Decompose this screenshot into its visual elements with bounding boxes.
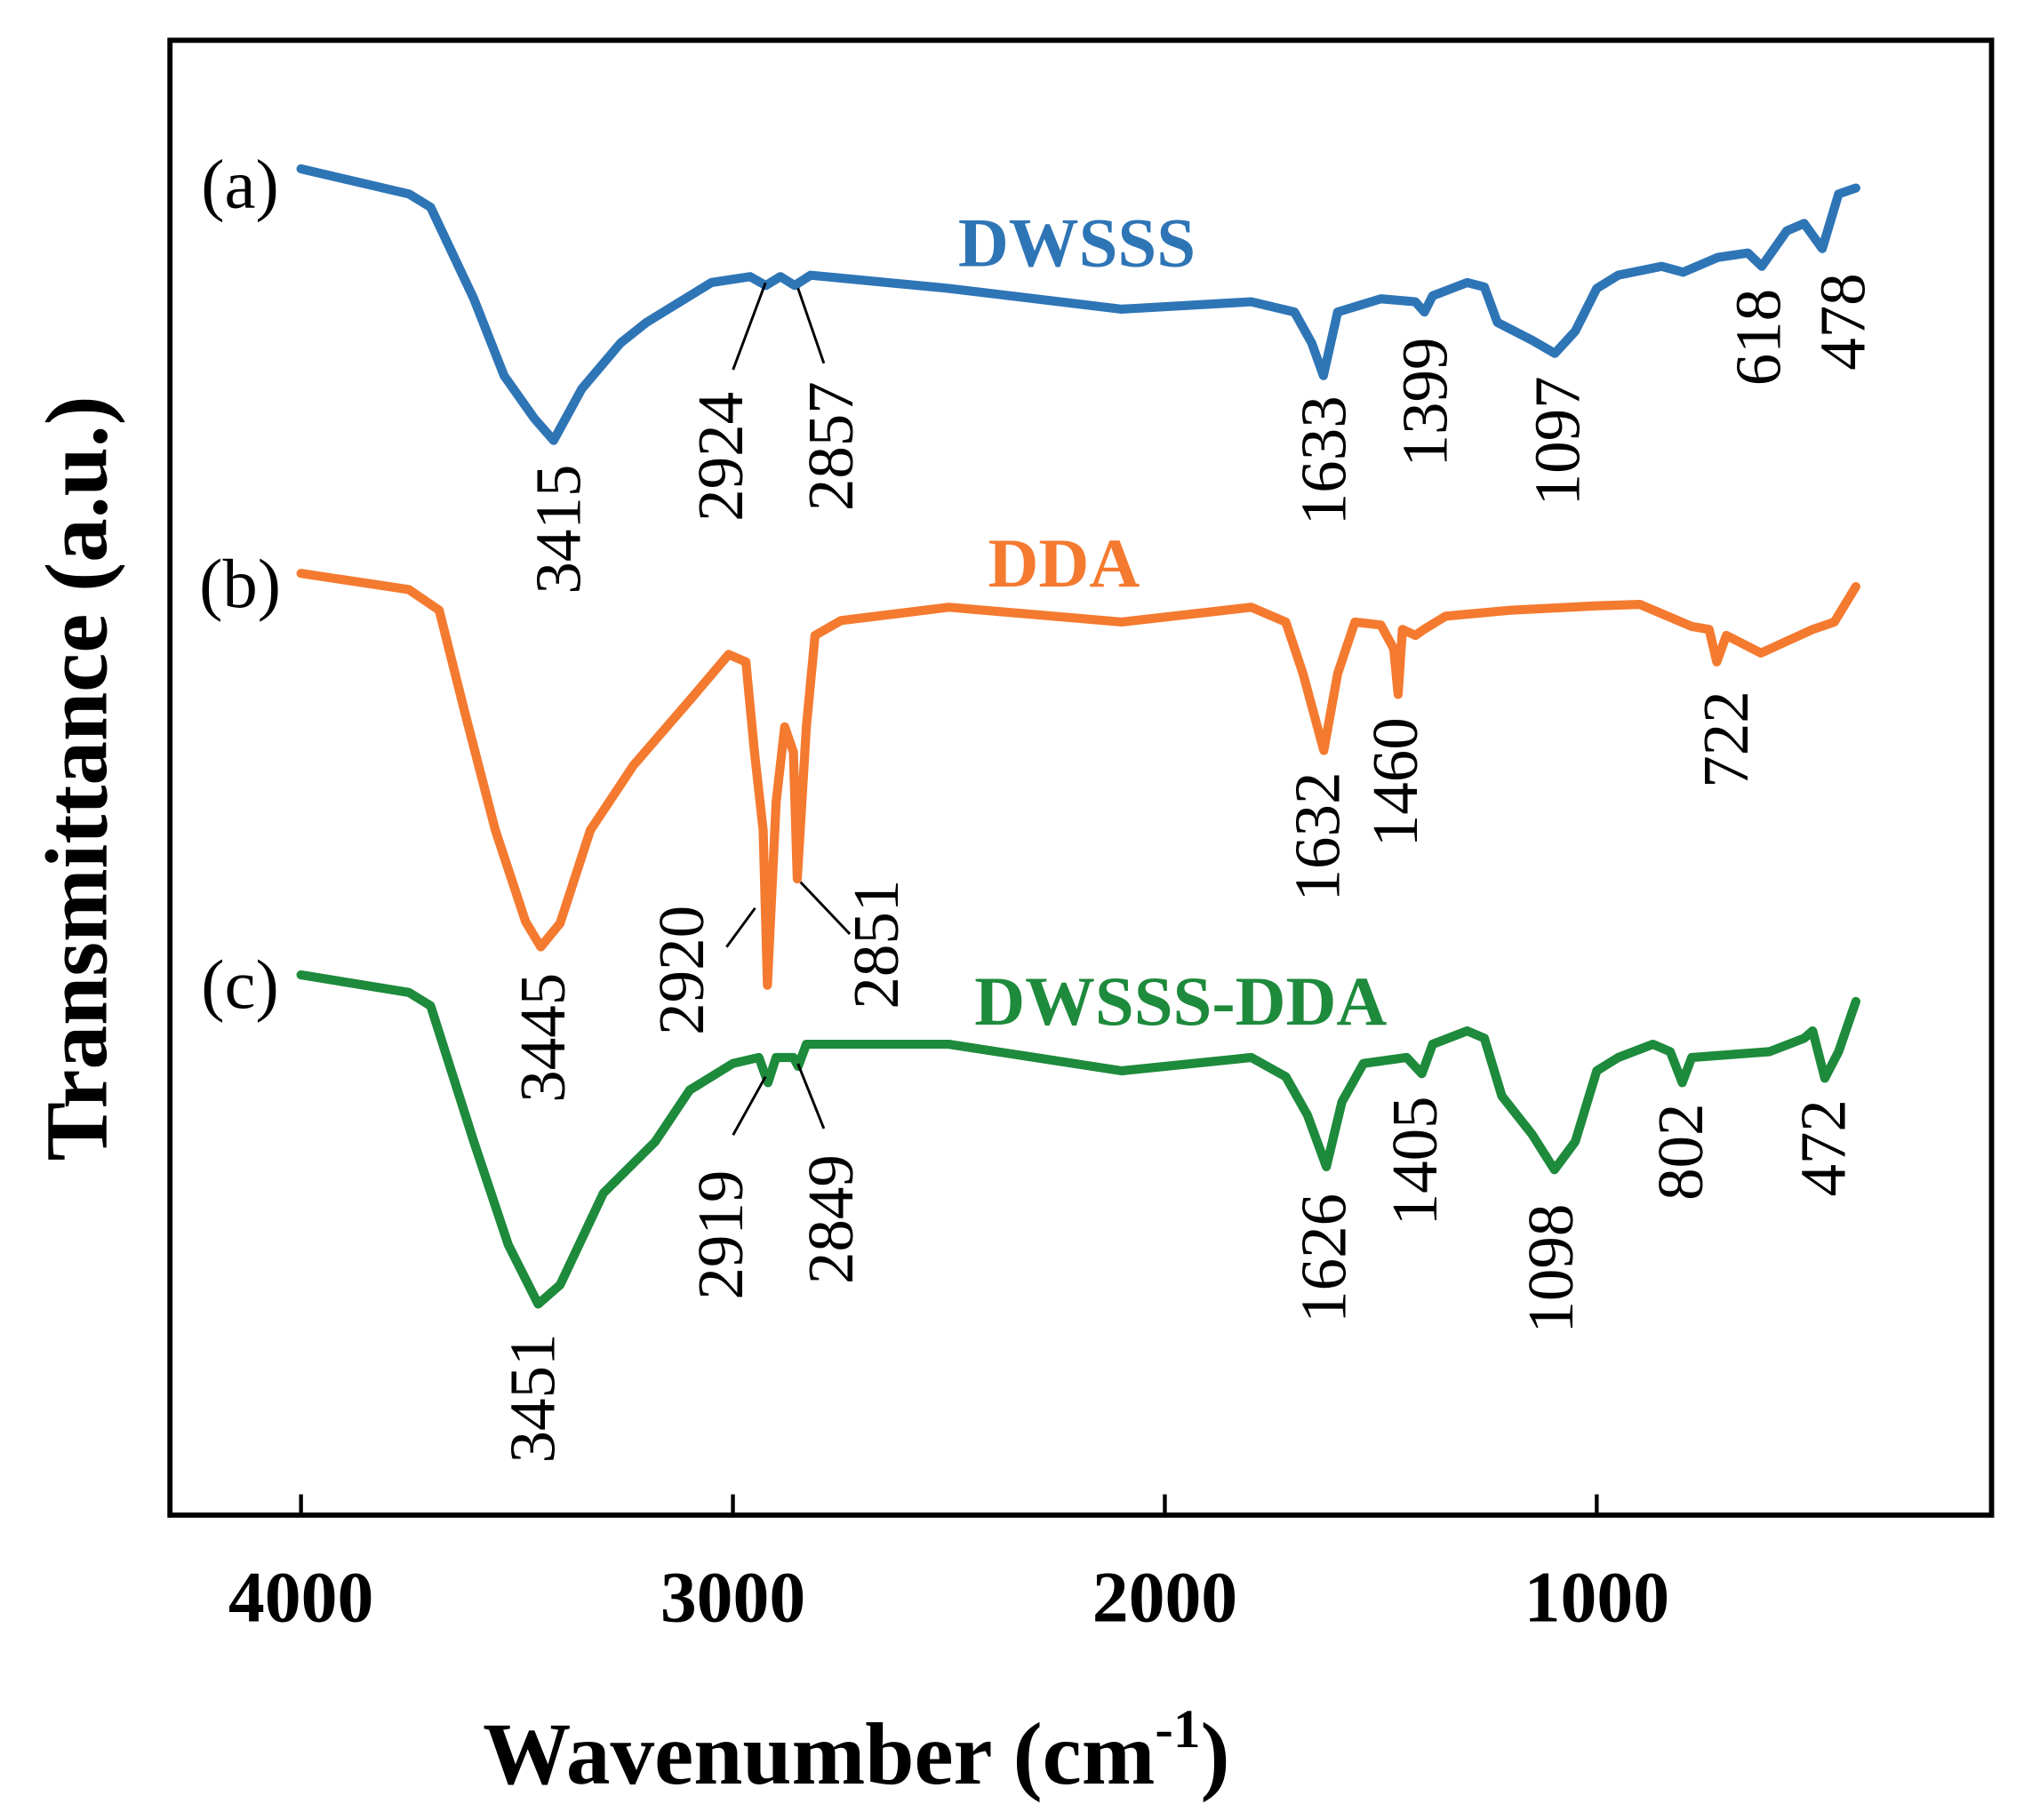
- peak-label: 2924: [684, 392, 756, 522]
- x-tick-label: 3000: [660, 1557, 805, 1638]
- peak-label: 3451: [496, 1334, 568, 1464]
- panel-label: (c): [201, 946, 278, 1024]
- peak-label: 2849: [795, 1154, 867, 1284]
- peak-label: 1626: [1288, 1193, 1360, 1323]
- peak-label: 1098: [1515, 1204, 1587, 1334]
- peak-label: 1632: [1281, 772, 1353, 902]
- peak-label: 2857: [795, 381, 867, 511]
- panel-label: (b): [199, 546, 281, 623]
- peak-label: 1399: [1388, 338, 1460, 467]
- leader-line: [732, 1075, 767, 1136]
- peak-label: 802: [1644, 1103, 1716, 1200]
- peak-label: 722: [1690, 690, 1762, 787]
- x-tick-label: 1000: [1524, 1557, 1669, 1638]
- leader-line: [796, 1063, 826, 1130]
- panel-label: (a): [201, 147, 278, 224]
- peak-label: 1460: [1359, 717, 1431, 847]
- peak-label: 3445: [507, 973, 579, 1103]
- peak-label: 472: [1788, 1099, 1860, 1196]
- series-name-label: DDA: [988, 525, 1140, 603]
- series-line-dwsss-dda: [296, 970, 1860, 1309]
- series-name-label: DWSSS: [958, 204, 1196, 282]
- y-axis-label: Transmittance (a.u.): [29, 395, 126, 1161]
- peak-label: 2851: [840, 880, 912, 1010]
- peak-label: 478: [1806, 273, 1878, 370]
- peak-label: 618: [1723, 289, 1795, 386]
- peak-label: 1405: [1379, 1096, 1451, 1225]
- x-tick-label: 4000: [228, 1557, 373, 1638]
- peak-label: 2919: [684, 1170, 756, 1300]
- series-line-dda: [296, 569, 1860, 990]
- leader-line: [732, 282, 767, 371]
- leader-line: [725, 906, 756, 948]
- plot-frame: [167, 37, 1995, 1518]
- peak-label: 2920: [645, 906, 717, 1035]
- peak-label: 3415: [522, 465, 594, 595]
- leader-line: [796, 287, 826, 364]
- x-axis-label: Wavenumber (cm-1): [483, 1699, 1229, 1803]
- leader-line: [799, 881, 852, 936]
- series-name-label: DWSSS-DDA: [974, 963, 1387, 1041]
- peak-label: 1097: [1521, 376, 1593, 506]
- series-line-dwsss: [296, 164, 1860, 445]
- x-tick-label: 2000: [1092, 1557, 1237, 1638]
- peak-label: 1633: [1288, 395, 1360, 525]
